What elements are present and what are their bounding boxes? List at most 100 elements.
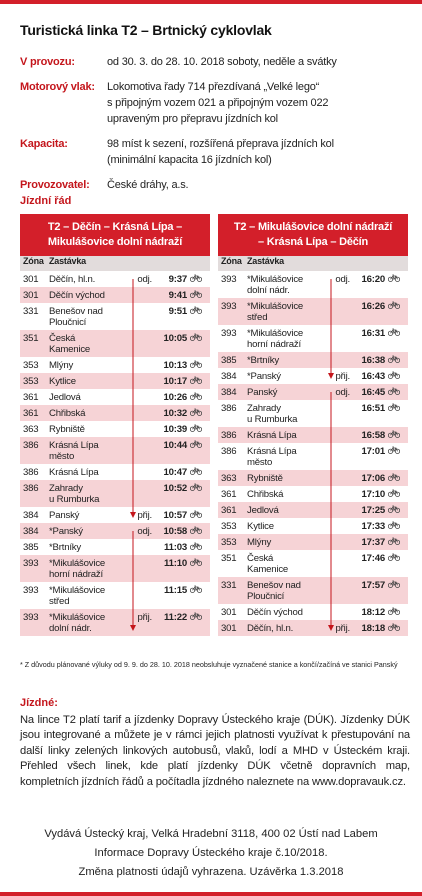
zone: 384 [221,386,237,398]
note [326,443,356,470]
timetable-row: 393 *Mikulášovice střed 16:26 [218,298,408,325]
time: 16:38 [361,354,385,366]
bike-icon [387,301,401,309]
info-line: s připojným vozem 021 a připojným vozem … [107,97,329,109]
station: *Mikulášovice dolní nádr. [49,611,106,634]
zone: 301 [221,606,237,618]
fare-text: Na lince T2 platí tarif a jízdenky Dopra… [20,714,410,788]
timetable-row: 363 Rybniště 10:39 [20,421,210,437]
time: 10:32 [163,407,187,419]
station: Děčín, hl.n. [49,273,96,285]
station: Krásná Lípa město [247,445,297,468]
timetable-row: 385 *Brtníky 16:38 [218,352,408,368]
station: Jedlová [247,504,279,516]
timetable-row: 301 Děčín, hl.n. přij. 18:18 [218,620,408,636]
zone: 386 [23,439,39,451]
timetable-row: 353 Kytlice 10:17 [20,373,210,389]
zone: 363 [221,472,237,484]
info-line: upraveným pro přepravu jízdních kol [107,113,278,125]
note [326,518,356,534]
time: 17:01 [361,445,385,457]
station: Panský [49,509,80,521]
note [128,303,158,330]
time: 16:43 [361,370,385,382]
bike [189,507,210,523]
timetable-row: 331 Benešov nad Ploučnicí 17:57 [218,577,408,604]
zone: 393 [23,557,39,569]
timetable-row: 351 Česká Kamenice 17:46 [218,550,408,577]
bike [189,539,210,555]
note [326,577,356,604]
time: 18:18 [361,622,385,634]
zone: 331 [23,305,39,317]
bike [189,405,210,421]
station: Zahrady u Rumburka [247,402,298,425]
note: přij. [137,611,153,623]
bike [387,550,408,577]
table-title-line: T2 – Mikulášovice dolní nádraží [233,221,393,233]
timetable-row: 353 Kytlice 17:33 [218,518,408,534]
zone: 393 [221,300,237,312]
zone: 361 [23,391,39,403]
bike-icon [189,333,203,341]
station: Krásná Lípa [247,429,297,441]
note [326,352,356,368]
bike [189,421,210,437]
time: 10:58 [163,525,187,537]
note [326,502,356,518]
column-zone: Zóna [23,256,44,266]
zone: 353 [23,375,39,387]
bike [387,577,408,604]
bike [387,298,408,325]
info-line: (minimální kapacita 16 jízdních kol) [107,154,272,166]
timetable-row: 353 Mlýny 10:13 [20,357,210,373]
bike-icon [189,306,203,314]
bike-icon [387,553,401,561]
note: přij. [335,622,351,634]
zone: 386 [221,402,237,414]
bike-icon [387,473,401,481]
timetable-row: 386 Krásná Lípa 10:47 [20,464,210,480]
zone: 385 [23,541,39,553]
bike [387,502,408,518]
note [128,480,158,507]
note: přij. [335,370,351,382]
time: 11:15 [163,584,187,596]
station: Kytlice [247,520,274,532]
info-row: V provozu: od 30. 3. do 28. 10. 2018 sobo… [20,54,410,70]
note [128,421,158,437]
top-bar [0,0,422,4]
station: Rybniště [247,472,283,484]
info-label: Kapacita: [20,138,68,150]
timetable-row: 331 Benešov nad Ploučnicí 9:51 [20,303,210,330]
bike [387,518,408,534]
info-row: Provozovatel: České dráhy, a.s. [20,177,410,193]
station: Děčín východ [247,606,303,618]
note [326,604,356,620]
timetable-row: 353 Mlýny 17:37 [218,534,408,550]
note [326,325,356,352]
note [326,550,356,577]
info-line: Lokomotiva řady 714 přezdívaná „Velké le… [107,81,320,93]
note [326,470,356,486]
time: 9:37 [168,273,188,285]
timetable: T2 – Mikulášovice dolní nádraží – Krásná … [218,214,408,636]
bike-icon [189,392,203,400]
time: 16:45 [361,386,385,398]
bike-icon [387,521,401,529]
table-title-line: Mikulášovice dolní nádraží [47,236,183,248]
bike-icon [387,274,401,282]
station: *Panský [247,370,281,382]
bike-icon [387,537,401,545]
info-line: 98 míst k sezení, rozšířená přeprava jíz… [107,138,334,150]
note [326,400,356,427]
note [128,405,158,421]
zone: 331 [221,579,237,591]
bike-icon [189,440,203,448]
note [128,582,158,609]
note [326,486,356,502]
zone: 386 [221,445,237,457]
station: *Mikulášovice horní nádraží [49,557,106,580]
footnote: * Z důvodu plánované výluky od 9. 9. do … [20,660,398,669]
timetable-row: 361 Jedlová 17:25 [218,502,408,518]
